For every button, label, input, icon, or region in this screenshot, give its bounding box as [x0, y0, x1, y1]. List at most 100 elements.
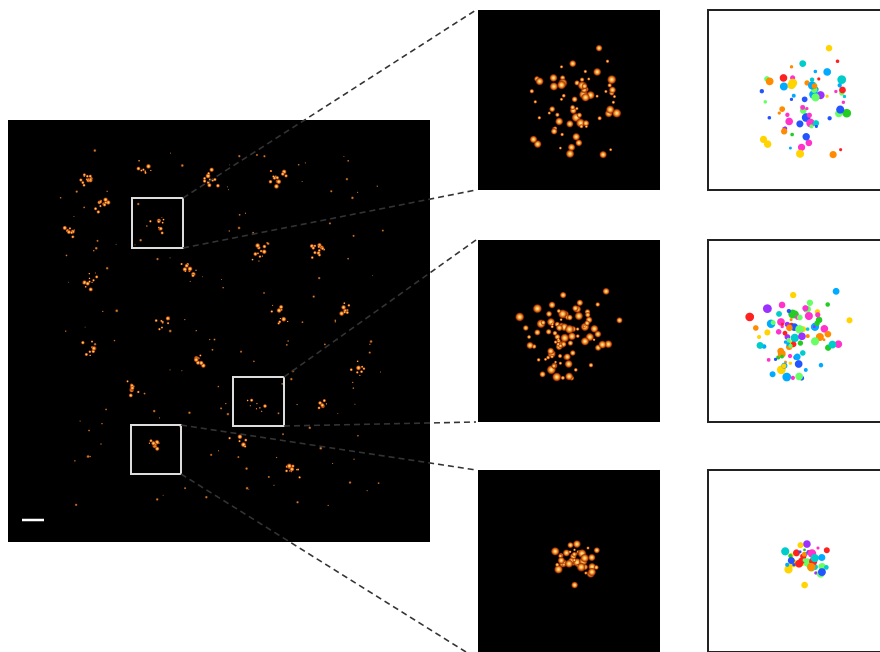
spot — [258, 260, 260, 262]
spot — [95, 275, 99, 279]
spot — [576, 299, 583, 306]
spot — [162, 321, 164, 323]
cluster-point — [846, 317, 852, 323]
cluster-point — [780, 82, 788, 90]
spot — [277, 412, 280, 415]
spot — [91, 282, 93, 284]
spot — [88, 273, 90, 275]
spot — [572, 305, 579, 312]
spot — [203, 177, 206, 180]
spot — [544, 358, 547, 361]
spot — [202, 276, 203, 277]
spot — [156, 498, 159, 501]
spot — [169, 257, 170, 258]
spot — [515, 312, 525, 322]
spot — [607, 75, 617, 85]
spot — [158, 442, 160, 444]
spot — [62, 225, 67, 230]
spot — [613, 95, 617, 99]
spot — [533, 100, 537, 104]
spot — [301, 181, 302, 182]
spot — [267, 476, 270, 479]
cluster-point — [806, 327, 810, 331]
spot — [565, 372, 574, 381]
cluster-point — [805, 107, 808, 110]
cluster-point — [782, 364, 787, 369]
spot — [599, 151, 607, 159]
spot — [313, 251, 317, 255]
cluster-map — [708, 240, 880, 422]
cluster-point — [793, 549, 800, 556]
spot — [209, 339, 211, 341]
cluster-point — [783, 331, 788, 336]
spot — [150, 170, 152, 172]
spot — [574, 312, 583, 321]
spot — [89, 177, 92, 180]
spot — [609, 148, 612, 151]
spot — [594, 330, 601, 337]
cluster-point — [776, 311, 782, 317]
spot — [69, 227, 72, 230]
spot — [266, 242, 269, 245]
spot — [281, 316, 286, 321]
spot — [213, 178, 217, 182]
cluster-point — [800, 105, 805, 110]
spot — [330, 190, 333, 193]
spot — [86, 175, 89, 178]
spot — [96, 210, 100, 214]
spot — [329, 222, 332, 225]
spot — [289, 467, 294, 472]
spot — [356, 365, 362, 371]
spot — [586, 546, 589, 549]
spot — [549, 74, 557, 82]
spot — [572, 133, 580, 141]
spot — [326, 403, 328, 405]
cluster-point — [842, 101, 845, 104]
spot — [575, 107, 579, 111]
spot — [205, 496, 208, 499]
spot — [181, 164, 184, 167]
cluster-point — [825, 331, 832, 338]
spot — [356, 371, 359, 374]
spot — [357, 360, 359, 362]
spot — [256, 408, 258, 410]
spot — [568, 550, 571, 553]
spot — [571, 96, 577, 102]
spot — [276, 308, 281, 313]
spot — [549, 82, 558, 91]
spot — [146, 164, 151, 169]
spot — [216, 184, 220, 188]
spot — [574, 368, 578, 372]
spot — [213, 338, 216, 341]
spot — [160, 231, 163, 234]
spot — [554, 340, 558, 344]
spot — [73, 229, 75, 231]
cluster-point — [814, 70, 817, 73]
spot — [93, 343, 96, 346]
cluster-point — [745, 313, 754, 322]
spot — [377, 482, 379, 484]
spot — [255, 243, 260, 248]
spot — [129, 393, 133, 397]
spot — [156, 258, 159, 261]
cluster-point — [824, 547, 830, 553]
spot — [353, 458, 355, 460]
cluster-point — [787, 338, 790, 341]
spot — [573, 540, 581, 548]
spot — [595, 302, 600, 307]
cluster-point — [763, 304, 772, 313]
spot — [270, 170, 273, 173]
spot — [334, 321, 336, 323]
spot — [567, 542, 574, 549]
cluster-point — [790, 98, 793, 101]
spot — [199, 354, 201, 356]
spot — [272, 305, 274, 307]
spot — [372, 275, 373, 276]
spot — [581, 83, 587, 89]
spot — [162, 495, 163, 496]
spot — [261, 410, 263, 412]
spot — [322, 399, 326, 403]
cluster-point — [795, 360, 803, 368]
spot — [136, 166, 140, 170]
spot — [79, 178, 83, 182]
